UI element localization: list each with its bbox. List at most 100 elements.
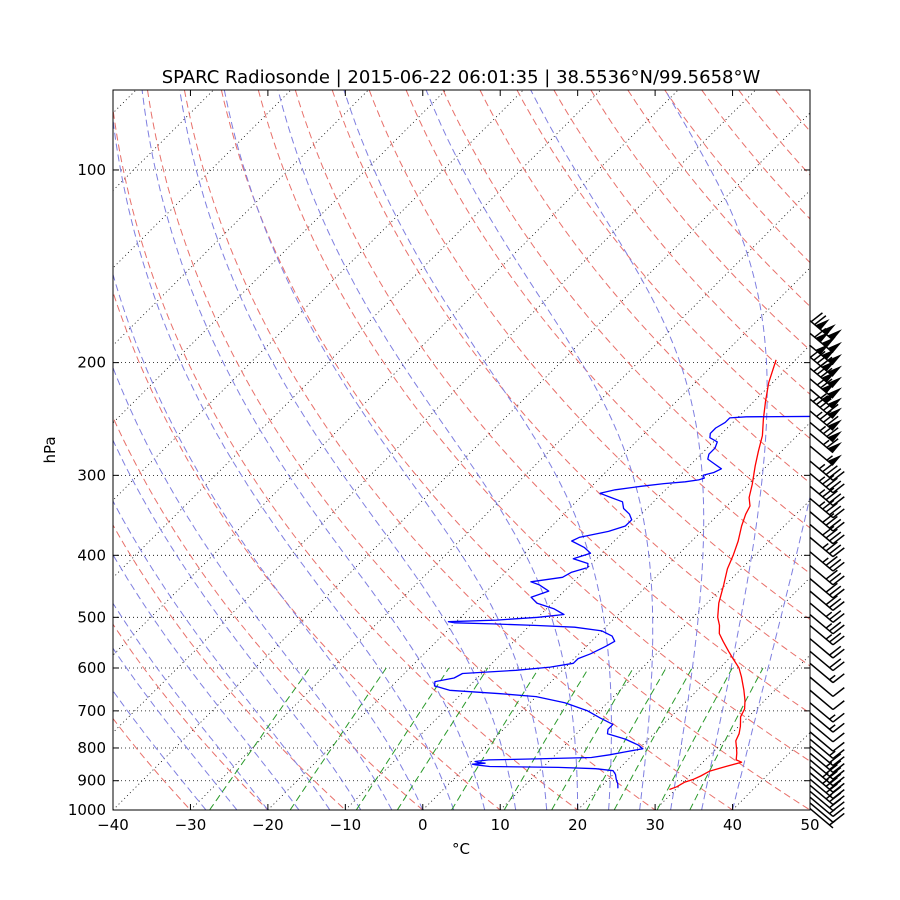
wind-barb-full bbox=[825, 477, 838, 488]
wind-barb bbox=[809, 712, 845, 733]
wind-barb-flag bbox=[827, 419, 842, 431]
wind-barb-full bbox=[832, 601, 845, 611]
wind-barb-full bbox=[832, 470, 845, 481]
wind-barb-flag bbox=[827, 454, 842, 466]
isotherm bbox=[113, 90, 601, 579]
wind-barb-full bbox=[832, 648, 845, 659]
moist-adiabat bbox=[113, 500, 331, 810]
wind-barb-shaft bbox=[809, 738, 834, 760]
wind-barb bbox=[809, 650, 845, 672]
wind-barb-full bbox=[822, 525, 835, 536]
wind-barb-full bbox=[832, 769, 845, 780]
wind-barb-full bbox=[829, 572, 842, 583]
wind-barb-shaft bbox=[809, 564, 834, 586]
sounding-series bbox=[433, 359, 810, 791]
wind-barb-shaft bbox=[809, 808, 834, 829]
wind-barb-shaft bbox=[809, 784, 834, 806]
wind-barb-shaft bbox=[809, 472, 834, 494]
wind-barb bbox=[809, 536, 845, 558]
wind-barb-full bbox=[832, 588, 845, 599]
wind-barb-full bbox=[825, 528, 838, 539]
wind-barb-shaft bbox=[809, 689, 834, 711]
wind-barb-shaft bbox=[809, 551, 834, 572]
wind-barb-half bbox=[816, 411, 823, 418]
chart-title: SPARC Radiosonde | 2015-06-22 06:01:35 |… bbox=[162, 67, 761, 88]
wind-barb-full bbox=[822, 512, 835, 523]
x-tick-label: 30 bbox=[646, 816, 665, 834]
y-tick-label: 400 bbox=[77, 546, 106, 564]
wind-barb-shaft bbox=[809, 745, 834, 767]
wind-barb-full bbox=[829, 468, 842, 479]
moist-adiabat bbox=[113, 366, 393, 810]
y-tick-label: 900 bbox=[77, 772, 106, 790]
dry-adiabat bbox=[405, 90, 810, 574]
wind-barb-half bbox=[812, 396, 820, 403]
wind-barb-half bbox=[826, 455, 833, 461]
wind-barb-flag bbox=[821, 324, 836, 335]
wind-barb-full bbox=[825, 555, 838, 566]
axis-ticks: −40 −30 −20 −10 0 10 20 30 40 50 100 200 300 400 500 60… bbox=[68, 90, 820, 834]
wind-barb-full bbox=[832, 789, 845, 800]
y-tick-label: 100 bbox=[77, 161, 106, 179]
mixing-ratio-line bbox=[586, 667, 667, 810]
wind-barb-full bbox=[820, 378, 833, 389]
wind-barb bbox=[809, 551, 845, 572]
wind-barb-shaft bbox=[809, 765, 834, 787]
x-tick-label: 20 bbox=[568, 816, 587, 834]
dry-adiabat bbox=[113, 416, 424, 810]
wind-barb-full bbox=[820, 367, 833, 378]
wind-barb bbox=[809, 312, 842, 341]
moist-adiabat bbox=[530, 90, 705, 810]
wind-barb bbox=[809, 421, 842, 443]
wind-barb-flag bbox=[827, 430, 842, 442]
mixing-ratio-line bbox=[289, 667, 387, 810]
mixing-ratio-lines bbox=[209, 667, 764, 810]
wind-barb-full bbox=[832, 508, 845, 519]
wind-barb-full bbox=[829, 632, 842, 643]
wind-barb bbox=[809, 590, 845, 611]
wind-barb-shaft bbox=[809, 650, 834, 672]
wind-barb-shaft bbox=[809, 721, 834, 743]
wind-barb-full bbox=[825, 465, 838, 476]
wind-barb-half bbox=[829, 674, 836, 681]
wind-barb-full bbox=[832, 795, 845, 806]
isotherm bbox=[113, 90, 447, 424]
wind-barb-full bbox=[832, 801, 845, 812]
mixing-ratio-line bbox=[613, 667, 693, 810]
wind-barb-shaft bbox=[809, 802, 834, 823]
wind-barb-full bbox=[832, 534, 845, 545]
wind-barb-full bbox=[829, 610, 842, 621]
wind-barb-full bbox=[832, 749, 845, 760]
wind-barb-shaft bbox=[809, 613, 834, 635]
wind-barb bbox=[809, 624, 845, 646]
dry-adiabat bbox=[113, 290, 501, 810]
plot-frame bbox=[112, 89, 811, 811]
wind-barb bbox=[809, 613, 845, 635]
dry-adiabat bbox=[294, 90, 810, 714]
dry-adiabat bbox=[257, 90, 810, 762]
moist-adiabat bbox=[277, 90, 579, 810]
wind-barb-half bbox=[820, 393, 827, 399]
mixing-ratio-line bbox=[551, 667, 634, 810]
isotherm bbox=[113, 90, 756, 734]
wind-barb-half bbox=[822, 439, 830, 446]
wind-barb-full bbox=[832, 700, 845, 711]
wind-barb-full bbox=[826, 427, 839, 438]
moist-adiabat bbox=[664, 90, 768, 810]
dry-adiabat bbox=[368, 90, 810, 620]
wind-barb-full bbox=[832, 756, 845, 767]
wind-barb bbox=[809, 445, 842, 466]
y-tick-label: 600 bbox=[77, 659, 106, 677]
wind-barb-half bbox=[818, 501, 826, 507]
moist-adiabat bbox=[113, 553, 300, 810]
y-tick-label: 1000 bbox=[68, 801, 106, 819]
wind-barb bbox=[809, 802, 845, 823]
wind-barb-full bbox=[832, 661, 845, 672]
wind-barb-shaft bbox=[809, 772, 834, 793]
wind-barb-full bbox=[832, 776, 845, 787]
wind-barb-full bbox=[822, 474, 835, 485]
wind-barb bbox=[809, 602, 845, 623]
isotherm bbox=[113, 90, 369, 346]
wind-barb-full bbox=[832, 687, 845, 697]
